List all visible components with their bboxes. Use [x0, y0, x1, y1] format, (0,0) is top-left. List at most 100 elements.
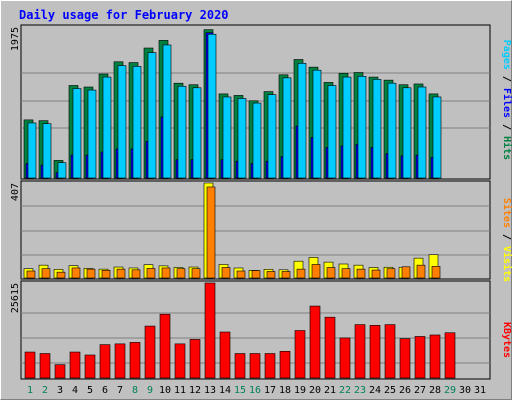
kbytes-bar-day-22 [339, 337, 351, 379]
day-label: 10 [159, 385, 171, 396]
kbytes-bar-day-10 [159, 313, 171, 379]
pages-bar-day-9 [147, 52, 157, 179]
pages-bar-day-24 [372, 79, 382, 179]
panel-visits-ymax-label: 407 [10, 183, 21, 201]
day-label: 3 [57, 385, 63, 396]
panel-hits-bars [23, 29, 442, 179]
panel-kbytes-ymax-label: 25615 [10, 283, 21, 313]
sites-bar-day-6 [101, 269, 111, 279]
panel-visits-bars [23, 182, 441, 279]
sites-bar-day-19 [296, 268, 306, 279]
day-labels: 1 2 3 4 5 6 7 8 9 10 11 12 13 14 15 16 17 18 19 20 21 22 23 24 2… [27, 385, 486, 396]
panel-kbytes-bars [24, 282, 456, 379]
day-label: 22 [339, 385, 351, 396]
sites-bar-day-13 [206, 186, 216, 279]
pages-bar-day-25 [387, 82, 397, 179]
legend-entry-visits: Visits [501, 246, 512, 282]
legend-separator: / [501, 70, 512, 88]
panel-kbytes: 25615 KBytes [10, 280, 512, 380]
sites-bar-day-18 [281, 271, 291, 279]
pages-bar-day-20 [312, 69, 322, 179]
sites-bar-day-26 [401, 266, 411, 279]
pages-bar-day-5 [87, 89, 97, 179]
day-label: 27 [414, 385, 426, 396]
sites-bar-day-12 [191, 268, 201, 279]
kbytes-bar-day-24 [369, 325, 381, 379]
day-label: 5 [87, 385, 93, 396]
day-label: 23 [354, 385, 366, 396]
panel-hits-ymax-label: 1975 [10, 27, 21, 51]
chart-title: Daily usage for February 2020 [19, 8, 229, 22]
kbytes-bar-day-27 [414, 336, 426, 379]
sites-bar-day-3 [56, 271, 66, 279]
kbytes-bar-day-1 [24, 351, 36, 379]
kbytes-bar-day-21 [324, 316, 336, 379]
pages-bar-day-13 [207, 33, 217, 179]
pages-bar-day-2 [42, 123, 52, 179]
day-label: 8 [132, 385, 138, 396]
sites-bar-day-24 [371, 269, 381, 279]
kbytes-bar-day-14 [219, 331, 231, 379]
kbytes-bar-day-5 [84, 354, 96, 379]
sites-bar-day-10 [161, 267, 171, 279]
pages-bar-day-19 [297, 63, 307, 179]
pages-bar-day-6 [102, 76, 112, 179]
day-label: 2 [42, 385, 48, 396]
legend-separator: / [501, 118, 512, 136]
legend-entry-kbytes: KBytes [501, 322, 512, 358]
kbytes-bar-day-4 [69, 351, 81, 379]
pages-bar-day-14 [222, 96, 232, 179]
sites-bar-day-4 [71, 267, 81, 279]
day-label: 12 [189, 385, 201, 396]
kbytes-bar-day-18 [279, 350, 291, 379]
panel-visits-legend: Sites / Visits [501, 198, 512, 282]
pages-bar-day-1 [27, 122, 37, 179]
day-label: 6 [102, 385, 108, 396]
sites-bar-day-9 [146, 268, 156, 279]
legend-entry-files: Files [501, 88, 512, 118]
kbytes-bar-day-16 [249, 353, 261, 379]
pages-bar-day-18 [282, 77, 292, 179]
pages-bar-day-4 [72, 88, 82, 179]
sites-bar-day-8 [131, 269, 141, 279]
sites-bar-day-21 [326, 267, 336, 279]
day-label: 25 [384, 385, 396, 396]
kbytes-bar-day-25 [384, 324, 396, 379]
sites-bar-day-27 [416, 264, 426, 279]
sites-bar-day-11 [176, 268, 186, 279]
sites-bar-day-25 [386, 268, 396, 279]
day-label: 7 [117, 385, 123, 396]
pages-bar-day-8 [132, 66, 142, 179]
kbytes-bar-day-17 [264, 353, 276, 379]
sites-bar-day-5 [86, 268, 96, 279]
panel-visits-frame [20, 180, 491, 280]
day-label: 18 [279, 385, 291, 396]
kbytes-bar-day-29 [444, 332, 456, 379]
sites-bar-day-2 [41, 268, 51, 279]
day-label: 20 [309, 385, 321, 396]
day-label: 1 [27, 385, 33, 396]
panel-kbytes-legend: KBytes [501, 322, 512, 358]
kbytes-bar-day-2 [39, 353, 51, 379]
day-label: 24 [369, 385, 381, 396]
day-label: 21 [324, 385, 336, 396]
legend-entry-hits: Hits [501, 136, 512, 160]
kbytes-bar-day-19 [294, 330, 306, 379]
pages-bar-day-27 [417, 86, 427, 179]
sites-bar-day-15 [236, 270, 246, 279]
kbytes-bar-day-8 [129, 342, 141, 379]
sites-bar-day-17 [266, 271, 276, 279]
day-label: 16 [249, 385, 261, 396]
day-label: 30 [459, 385, 471, 396]
day-label: 19 [294, 385, 306, 396]
kbytes-bar-day-9 [144, 325, 156, 379]
pages-bar-day-16 [252, 102, 262, 179]
kbytes-bar-day-7 [114, 343, 126, 379]
sites-bar-day-14 [221, 267, 231, 279]
pages-bar-day-12 [192, 87, 202, 179]
pages-bar-day-28 [432, 96, 442, 179]
pages-bar-day-22 [342, 76, 352, 179]
kbytes-bar-day-26 [399, 338, 411, 379]
